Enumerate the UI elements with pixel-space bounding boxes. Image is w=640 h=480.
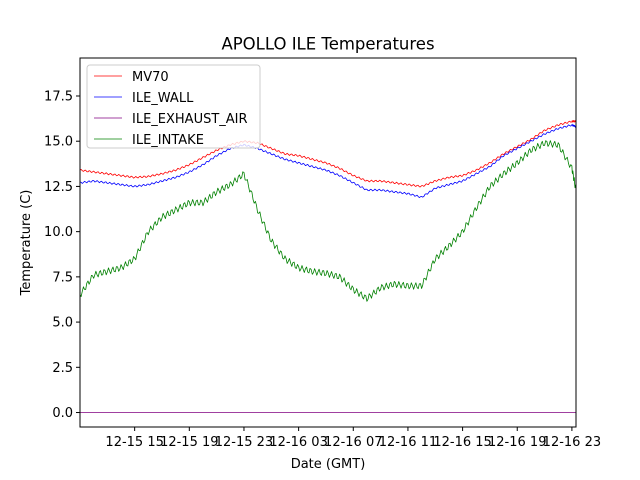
y-axis: 0.0 2.5 5.0 7.5 10.0 12.5 15.0 17.5 bbox=[44, 89, 80, 421]
y-tick-label: 0.0 bbox=[52, 406, 73, 421]
chart-title: APOLLO ILE Temperatures bbox=[221, 35, 434, 54]
legend-label: ILE_INTAKE bbox=[132, 133, 204, 148]
x-tick-label: 12-16 07 bbox=[324, 435, 382, 450]
legend-box bbox=[86, 64, 261, 149]
legend: MV70 ILE_WALL ILE_EXHAUST_AIR ILE_INTAKE bbox=[86, 64, 261, 149]
x-tick-label: 12-15 19 bbox=[160, 435, 218, 450]
y-tick-label: 5.0 bbox=[52, 316, 73, 331]
y-tick-label: 12.5 bbox=[44, 180, 73, 195]
x-tick-label: 12-16 03 bbox=[269, 435, 327, 450]
x-tick-label: 12-16 23 bbox=[543, 435, 601, 450]
series-line-ile-wall bbox=[79, 123, 577, 199]
y-tick-label: 2.5 bbox=[52, 361, 73, 376]
series-line-mv70 bbox=[79, 120, 577, 188]
legend-label: ILE_EXHAUST_AIR bbox=[132, 112, 248, 127]
series-line-ile-intake bbox=[79, 140, 577, 302]
plot-lines bbox=[79, 120, 577, 413]
legend-label: MV70 bbox=[132, 70, 169, 85]
y-axis-label: Temperature (C) bbox=[19, 190, 34, 297]
x-axis-label: Date (GMT) bbox=[291, 457, 366, 472]
x-tick-label: 12-16 19 bbox=[488, 435, 546, 450]
x-tick-label: 12-15 23 bbox=[215, 435, 273, 450]
y-tick-label: 10.0 bbox=[44, 225, 73, 240]
x-tick-label: 12-15 15 bbox=[105, 435, 163, 450]
y-tick-label: 15.0 bbox=[44, 135, 73, 150]
y-tick-label: 17.5 bbox=[44, 89, 73, 104]
legend-label: ILE_WALL bbox=[132, 91, 194, 106]
x-tick-label: 12-16 15 bbox=[433, 435, 491, 450]
plot-frame bbox=[79, 57, 577, 428]
x-tick-label: 12-16 11 bbox=[379, 435, 437, 450]
y-tick-label: 7.5 bbox=[52, 270, 73, 285]
